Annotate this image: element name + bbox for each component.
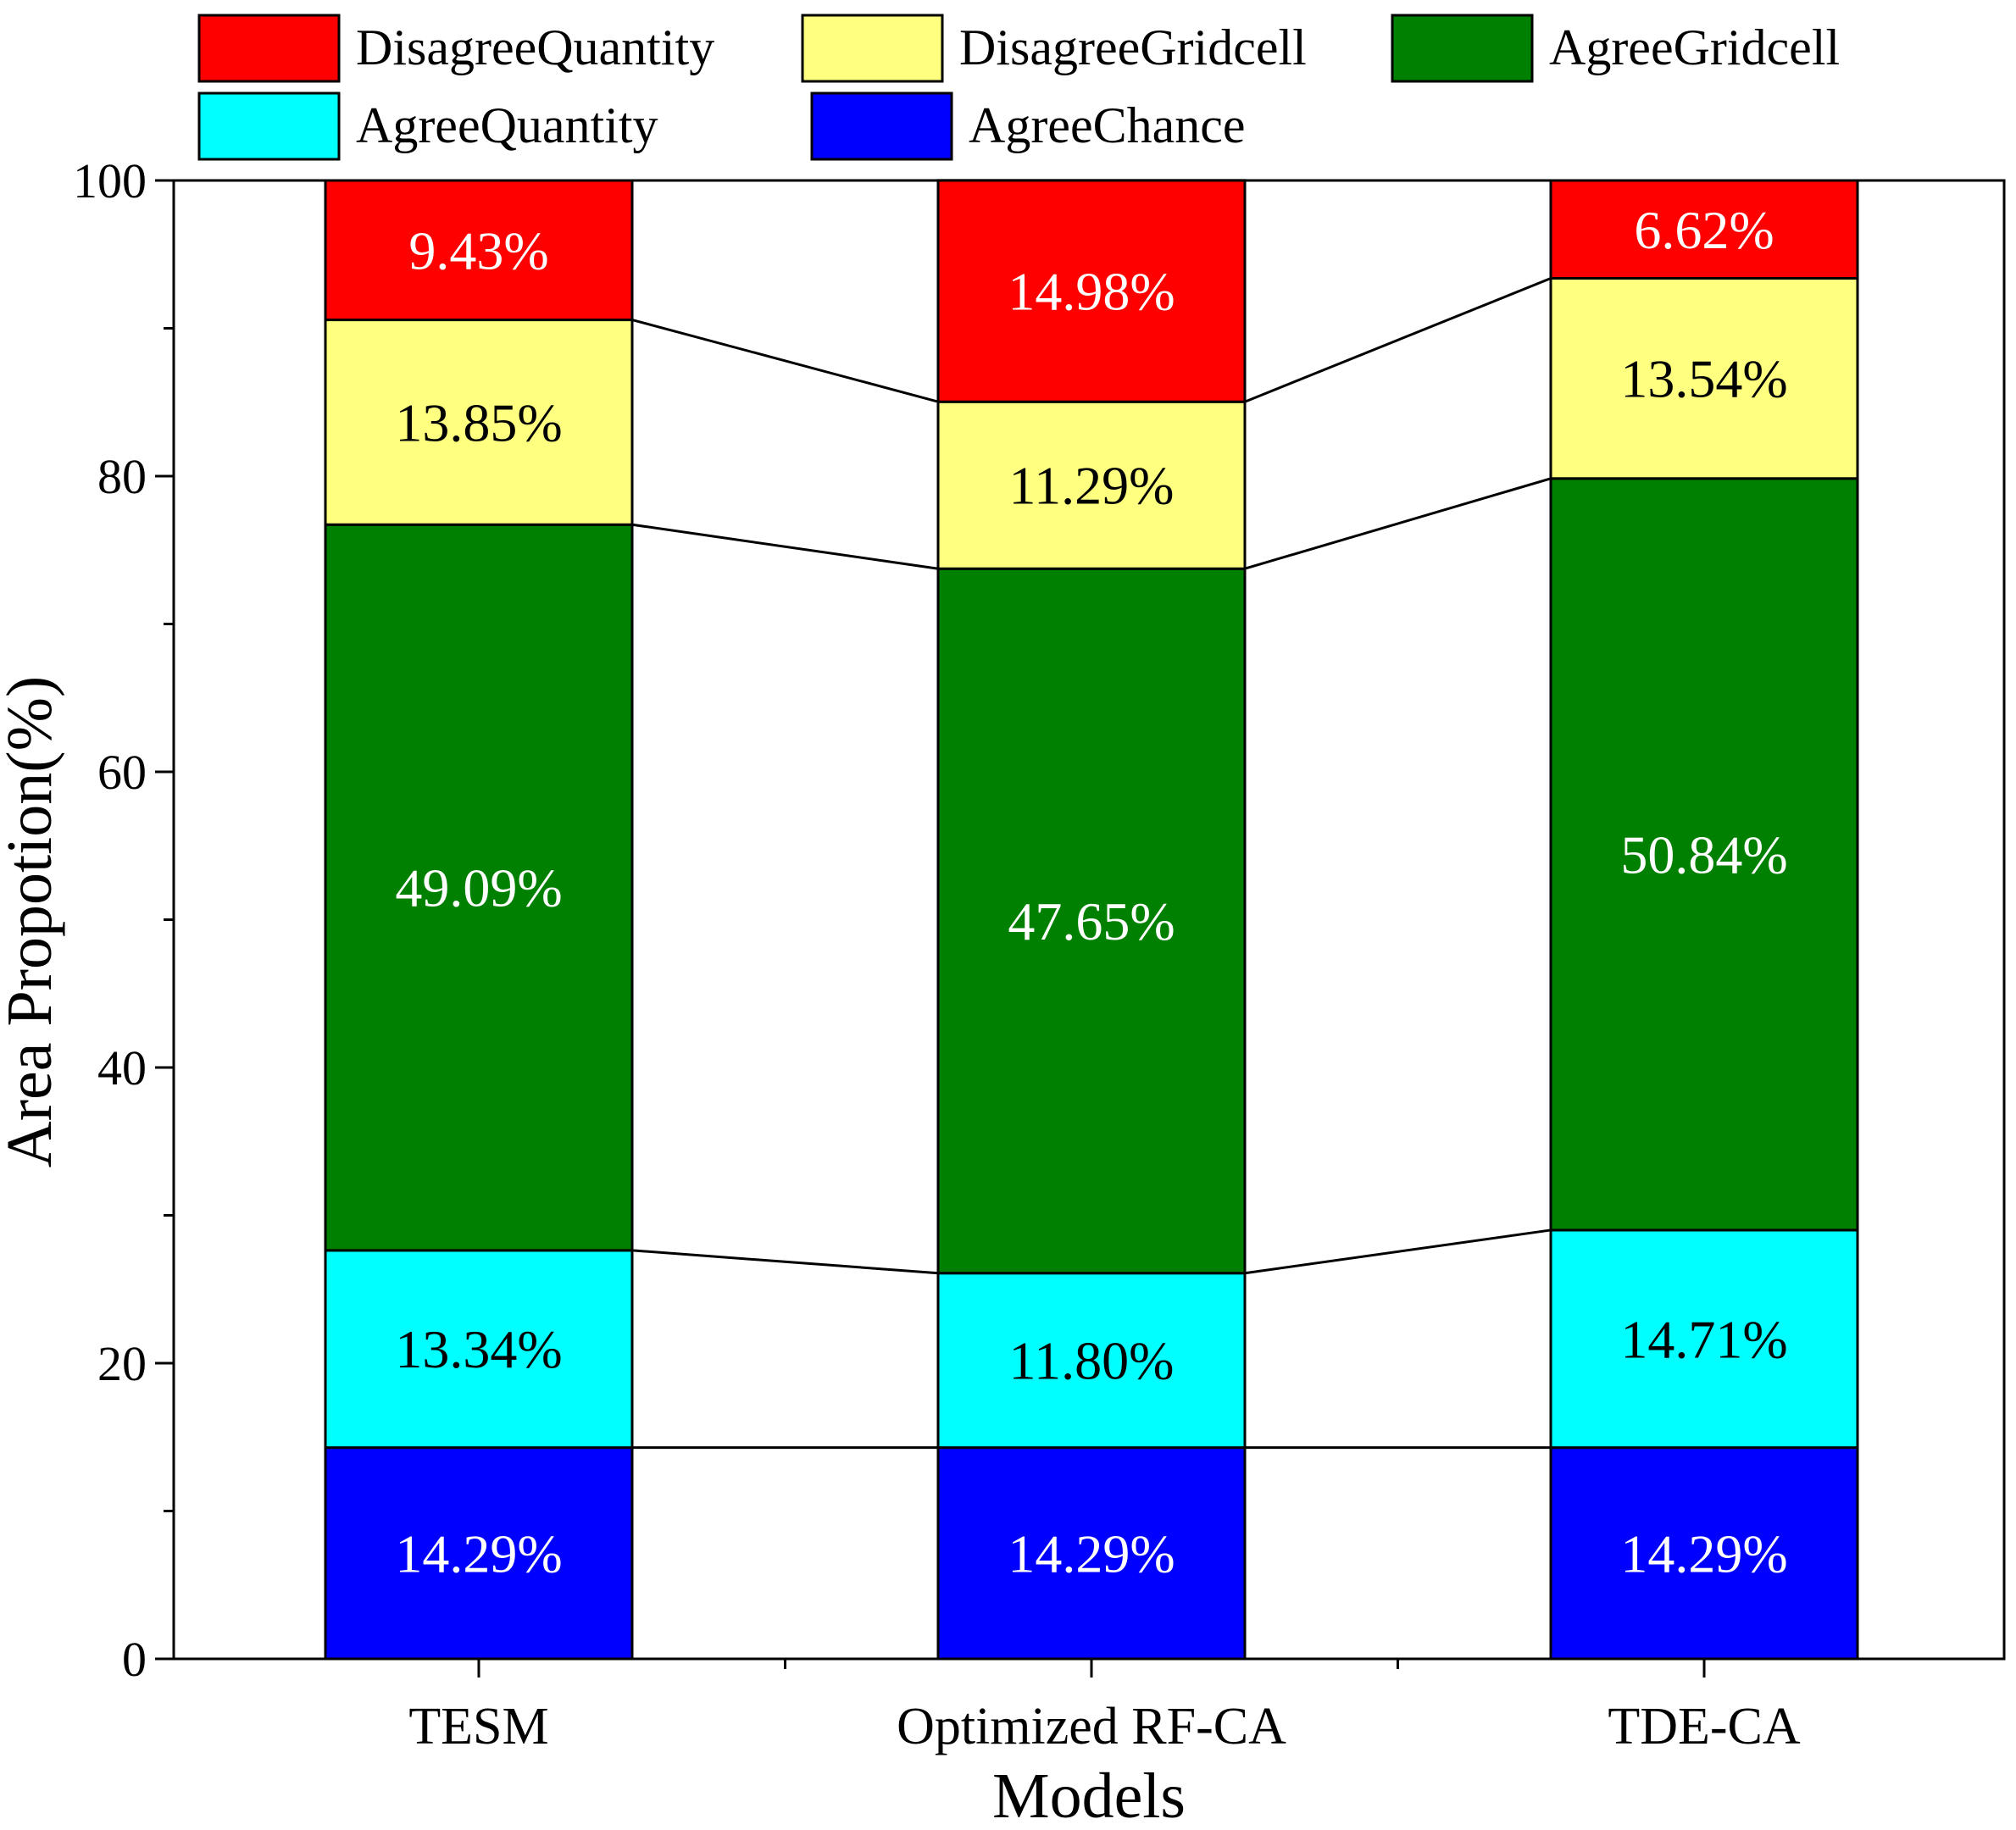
bar-disagreegridcell-2 [936, 400, 1247, 570]
axes: 0 20 40 60 80 100 TESM Optimized RF-CA TDE-CA [73, 153, 2006, 1755]
x-axis-title: Models [992, 1761, 1186, 1830]
connector-line [631, 1249, 939, 1275]
y-tick-label: 100 [73, 153, 147, 208]
bar-agreegridcell-1 [324, 523, 634, 1252]
y-axis-title: Area Propotion(%) [0, 676, 65, 1167]
legend-label-disagreequantity: DisagreeQuantity [356, 19, 714, 75]
bar-agreequantity-1 [324, 1249, 634, 1450]
legend-label-agreegridcell: AgreeGridcell [1549, 19, 1840, 75]
connector-lines [631, 277, 1552, 1450]
legend-label-agreechance: AgreeChance [969, 97, 1245, 153]
data-label-agreechance-2: 14.29% [1008, 1523, 1175, 1583]
bar-disagreegridcell-1 [324, 319, 634, 526]
connector-line [631, 319, 939, 403]
connector-line [1244, 277, 1552, 403]
bar-agreechance-1 [324, 1446, 634, 1661]
data-label-agreequantity-1: 13.34% [395, 1319, 562, 1379]
data-label-disagreegridcell-1: 13.85% [395, 392, 562, 452]
data-label-agreequantity-3: 14.71% [1620, 1309, 1787, 1369]
data-label-agreegridcell-3: 50.84% [1620, 824, 1787, 884]
y-tick-label: 80 [97, 449, 147, 504]
data-label-disagreequantity-1: 9.43% [408, 220, 548, 280]
data-label-agreechance-1: 14.29% [395, 1523, 562, 1583]
legend-swatch-agreequantity [197, 92, 341, 161]
connector-line [1244, 477, 1552, 570]
legend-swatch-disagreequantity [197, 14, 341, 83]
bar-agreegridcell-2 [936, 567, 1247, 1275]
data-label-agreegridcell-1: 49.09% [395, 858, 562, 918]
y-tick-label: 0 [122, 1632, 147, 1687]
bar-agreegridcell-3 [1549, 477, 1859, 1232]
legend-swatch-agreegridcell [1391, 14, 1534, 83]
bars: 14.29% 13.34% 49.09% 13.85% 9.43% 14.29% 11.80… [324, 179, 1859, 1661]
data-label-agreechance-3: 14.29% [1620, 1523, 1787, 1583]
data-label-disagreequantity-2: 14.98% [1008, 262, 1175, 322]
bar-disagreequantity-1 [324, 179, 634, 322]
data-label-disagreequantity-3: 6.62% [1634, 200, 1774, 260]
data-label-disagreegridcell-3: 13.54% [1620, 349, 1787, 409]
legend: DisagreeQuantity DisagreeGridcell AgreeGri… [197, 14, 1840, 161]
x-tick-label: TDE-CA [1608, 1698, 1801, 1755]
legend-swatch-disagreegridcell [801, 14, 944, 83]
data-label-disagreegridcell-2: 11.29% [1009, 456, 1175, 516]
x-tick-label: TESM [408, 1698, 548, 1755]
x-tick-label: Optimized RF-CA [897, 1698, 1286, 1755]
bar-disagreequantity-2 [936, 179, 1247, 403]
y-tick-label: 20 [97, 1336, 147, 1391]
connector-line [631, 523, 939, 570]
bar-agreequantity-3 [1549, 1228, 1859, 1450]
y-tick-label: 40 [97, 1040, 147, 1095]
legend-label-agreequantity: AgreeQuantity [356, 97, 658, 153]
legend-label-disagreegridcell: DisagreeGridcell [959, 19, 1307, 75]
data-label-agreequantity-2: 11.80% [1009, 1331, 1175, 1391]
data-label-agreegridcell-2: 47.65% [1008, 891, 1175, 951]
y-tick-label: 60 [97, 745, 147, 800]
bar-agreechance-3 [1549, 1446, 1859, 1661]
legend-swatch-agreechance [810, 92, 953, 161]
connector-line [1244, 1228, 1552, 1275]
